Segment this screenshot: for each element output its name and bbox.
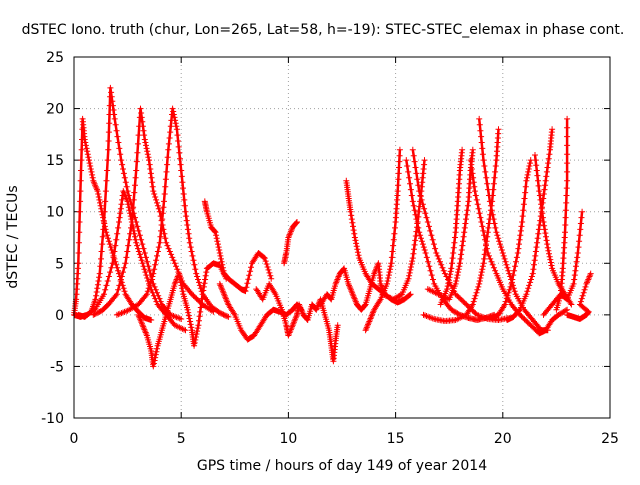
y-axis-title: dSTEC / TECUs (5, 185, 21, 288)
data-series-trace (364, 149, 402, 331)
plot-frame (73, 56, 611, 419)
x-tick-label: 0 (70, 431, 79, 447)
data-series-trace (116, 107, 229, 319)
data-series-trace (282, 221, 298, 264)
x-axis-title: GPS time / hours of day 149 of year 2014 (197, 458, 487, 474)
data-series-trace (77, 86, 182, 321)
tick-labels: 0 5 10 15 20 25 -10 -5 0 5 10 15 20 25 (41, 50, 619, 447)
data-series-trace (506, 129, 554, 322)
data-series-trace (491, 159, 532, 320)
data-series-trace (73, 189, 187, 332)
data-series-trace (477, 118, 548, 332)
data-series-trace (427, 149, 475, 301)
data-series-trace (533, 154, 573, 306)
data-series-trace (255, 282, 339, 363)
data-series-trace (92, 107, 215, 317)
data-series-trace (319, 262, 387, 311)
data-markers (71, 84, 594, 370)
data-series-trace (345, 180, 412, 304)
y-tick-label: -10 (41, 411, 64, 427)
grid-lines (74, 57, 610, 418)
x-tick-label: 10 (279, 431, 297, 447)
data-points (71, 84, 594, 370)
data-series-trace (411, 149, 510, 322)
y-tick-label: 25 (46, 50, 64, 66)
x-tick-label: 20 (494, 431, 512, 447)
data-series-trace (218, 283, 303, 341)
data-series-trace (72, 117, 152, 322)
data-series-trace (469, 159, 568, 335)
data-series-trace (566, 273, 592, 321)
x-tick-label: 25 (601, 431, 619, 447)
x-tick-label: 5 (177, 431, 186, 447)
y-tick-label: 10 (46, 205, 64, 221)
data-series-trace (423, 129, 500, 323)
y-tick-label: -5 (50, 359, 64, 375)
chart-title: dSTEC Iono. truth (chur, Lon=265, Lat=58… (22, 22, 625, 38)
data-series-trace (137, 262, 228, 368)
x-tick-label: 15 (387, 431, 405, 447)
y-tick-label: 0 (55, 308, 64, 324)
data-series-trace (439, 149, 464, 305)
y-tick-label: 5 (55, 256, 64, 272)
data-series-trace (542, 211, 584, 316)
y-tick-label: 15 (46, 153, 64, 169)
data-series-trace (203, 201, 273, 293)
y-tick-label: 20 (46, 102, 64, 118)
